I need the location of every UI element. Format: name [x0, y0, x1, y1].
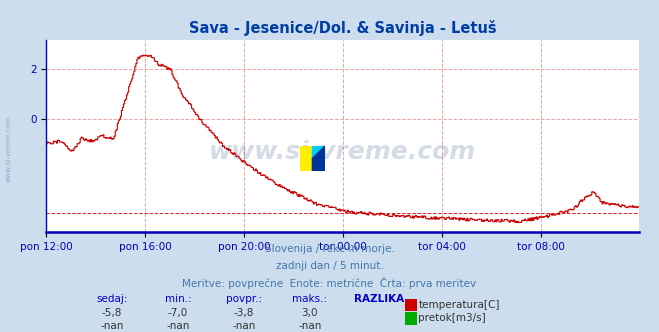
Text: -3,8: -3,8 — [234, 308, 254, 318]
Text: -nan: -nan — [166, 321, 190, 331]
Polygon shape — [312, 146, 325, 171]
Title: Sava - Jesenice/Dol. & Savinja - Letuš: Sava - Jesenice/Dol. & Savinja - Letuš — [189, 20, 496, 36]
Text: -nan: -nan — [298, 321, 322, 331]
Text: povpr.:: povpr.: — [226, 294, 262, 304]
Text: maks.:: maks.: — [292, 294, 328, 304]
Text: -nan: -nan — [232, 321, 256, 331]
Text: pretok[m3/s]: pretok[m3/s] — [418, 313, 486, 323]
Text: zadnji dan / 5 minut.: zadnji dan / 5 minut. — [275, 261, 384, 271]
Text: RAZLIKA: RAZLIKA — [354, 294, 404, 304]
Text: temperatura[C]: temperatura[C] — [418, 300, 500, 310]
Text: -7,0: -7,0 — [168, 308, 188, 318]
Text: -5,8: -5,8 — [102, 308, 122, 318]
Polygon shape — [300, 146, 312, 171]
Text: www.si-vreme.com: www.si-vreme.com — [209, 139, 476, 164]
Text: Slovenija / reke in morje.: Slovenija / reke in morje. — [264, 244, 395, 254]
Text: -nan: -nan — [100, 321, 124, 331]
Text: min.:: min.: — [165, 294, 191, 304]
Text: www.si-vreme.com: www.si-vreme.com — [5, 116, 12, 183]
Text: Meritve: povprečne  Enote: metrične  Črta: prva meritev: Meritve: povprečne Enote: metrične Črta:… — [183, 277, 476, 289]
Text: 3,0: 3,0 — [301, 308, 318, 318]
Polygon shape — [312, 146, 325, 159]
Text: sedaj:: sedaj: — [96, 294, 128, 304]
